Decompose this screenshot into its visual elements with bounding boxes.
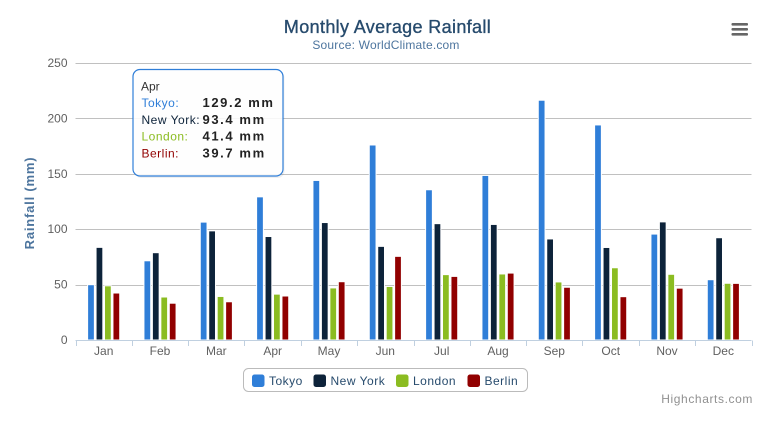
svg-text:Berlin:: Berlin:	[142, 146, 180, 160]
svg-text:93.4 mm: 93.4 mm	[203, 112, 266, 127]
svg-text:May: May	[318, 344, 341, 358]
svg-text:0: 0	[61, 333, 68, 347]
svg-text:250: 250	[47, 56, 67, 70]
svg-text:Jan: Jan	[94, 344, 113, 358]
svg-text:Highcharts.com: Highcharts.com	[661, 392, 753, 406]
svg-text:Monthly Average Rainfall: Monthly Average Rainfall	[284, 17, 491, 37]
svg-text:100: 100	[47, 222, 67, 236]
svg-text:50: 50	[54, 278, 68, 292]
svg-text:Feb: Feb	[150, 344, 171, 358]
svg-text:Berlin: Berlin	[485, 374, 519, 388]
svg-text:Tokyo: Tokyo	[269, 374, 303, 388]
svg-text:New York:: New York:	[142, 113, 201, 127]
svg-text:Sep: Sep	[544, 344, 566, 358]
svg-text:Oct: Oct	[601, 344, 620, 358]
svg-text:Aug: Aug	[487, 344, 508, 358]
svg-text:Apr: Apr	[263, 344, 282, 358]
svg-text:150: 150	[47, 167, 67, 181]
svg-text:200: 200	[47, 111, 67, 125]
svg-text:Jul: Jul	[434, 344, 449, 358]
svg-text:Dec: Dec	[713, 344, 734, 358]
svg-text:Tokyo:: Tokyo:	[142, 96, 180, 110]
svg-text:39.7 mm: 39.7 mm	[203, 145, 266, 160]
svg-text:London: London	[413, 374, 456, 388]
svg-text:41.4 mm: 41.4 mm	[203, 129, 266, 144]
svg-text:Mar: Mar	[206, 344, 227, 358]
svg-text:London:: London:	[142, 130, 189, 144]
svg-text:New York: New York	[331, 374, 386, 388]
svg-text:Jun: Jun	[376, 344, 395, 358]
svg-text:129.2 mm: 129.2 mm	[203, 95, 275, 110]
svg-text:Rainfall (mm): Rainfall (mm)	[22, 157, 37, 250]
svg-text:Source: WorldClimate.com: Source: WorldClimate.com	[312, 38, 459, 52]
svg-text:Apr: Apr	[141, 80, 160, 94]
svg-text:Nov: Nov	[656, 344, 677, 358]
